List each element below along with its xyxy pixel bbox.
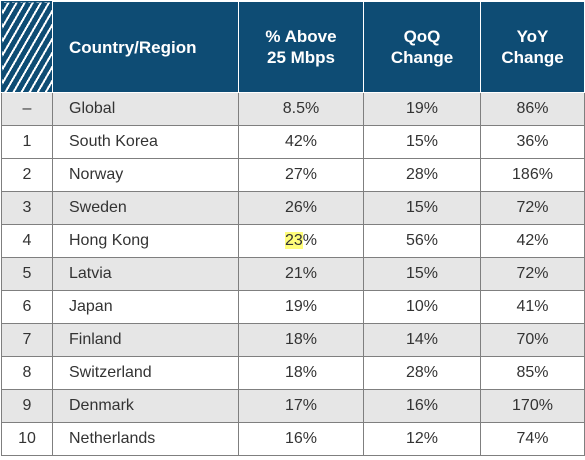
pct-above-value: 27%	[284, 166, 318, 183]
pct-above-value: %	[302, 232, 318, 249]
qoq-cell: 16%	[363, 389, 481, 423]
pct-above-cell: 27%	[238, 158, 364, 192]
yoy-header-line-1: YoY	[516, 27, 549, 46]
table-row: 4 Hong Kong 23% 56% 42%	[1, 224, 585, 258]
yoy-cell: 72%	[480, 191, 585, 225]
pct-above-cell: 18%	[238, 356, 364, 390]
yoy-cell: 170%	[480, 389, 585, 423]
rank-cell: 8	[1, 356, 53, 390]
table-row: – Global 8.5% 19% 86%	[1, 92, 585, 126]
pct-above-value: 8.5%	[282, 100, 320, 117]
pct-above-cell: 17%	[238, 389, 364, 423]
rank-cell: 3	[1, 191, 53, 225]
qoq-cell: 10%	[363, 290, 481, 324]
country-cell: Denmark	[52, 389, 239, 423]
table-row: 10 Netherlands 16% 12% 74%	[1, 422, 585, 456]
country-cell: Global	[52, 92, 239, 126]
table-row: 2 Norway 27% 28% 186%	[1, 158, 585, 192]
hatched-corner-cell	[1, 1, 53, 93]
table-row: 5 Latvia 21% 15% 72%	[1, 257, 585, 291]
yoy-cell: 85%	[480, 356, 585, 390]
pct-above-cell: 16%	[238, 422, 364, 456]
pct-above-value: 18%	[284, 364, 318, 381]
rank-cell: 6	[1, 290, 53, 324]
qoq-cell: 12%	[363, 422, 481, 456]
qoq-cell: 28%	[363, 158, 481, 192]
country-cell: Finland	[52, 323, 239, 357]
table-row: 1 South Korea 42% 15% 36%	[1, 125, 585, 159]
qoq-cell: 56%	[363, 224, 481, 258]
pct-header-line-1: % Above	[265, 27, 337, 46]
country-cell: South Korea	[52, 125, 239, 159]
pct-above-cell: 19%	[238, 290, 364, 324]
yoy-cell: 74%	[480, 422, 585, 456]
rank-cell: 4	[1, 224, 53, 258]
yoy-cell: 86%	[480, 92, 585, 126]
pct-above-value: 18%	[284, 331, 318, 348]
pct-above-value: 26%	[284, 199, 318, 216]
rank-cell: 2	[1, 158, 53, 192]
country-region-header: Country/Region	[52, 1, 239, 93]
table-row: 7 Finland 18% 14% 70%	[1, 323, 585, 357]
pct-above-cell: 21%	[238, 257, 364, 291]
pct-above-value: 21%	[284, 265, 318, 282]
pct-above-cell: 18%	[238, 323, 364, 357]
qoq-cell: 19%	[363, 92, 481, 126]
table-row: 6 Japan 19% 10% 41%	[1, 290, 585, 324]
country-cell: Sweden	[52, 191, 239, 225]
country-cell: Switzerland	[52, 356, 239, 390]
qoq-change-header: QoQ Change	[363, 1, 481, 93]
rank-cell: 7	[1, 323, 53, 357]
yoy-cell: 72%	[480, 257, 585, 291]
yoy-change-header: YoY Change	[480, 1, 585, 93]
table-row: 9 Denmark 17% 16% 170%	[1, 389, 585, 423]
country-region-header-label: Country/Region	[69, 37, 197, 57]
pct-above-25mbps-header: % Above 25 Mbps	[238, 1, 364, 93]
qoq-header-line-1: QoQ	[403, 27, 441, 46]
pct-above-cell: 42%	[238, 125, 364, 159]
pct-above-cell: 8.5%	[238, 92, 364, 126]
yoy-cell: 42%	[480, 224, 585, 258]
rank-cell: –	[1, 92, 53, 126]
pct-above-cell: 23%	[238, 224, 364, 258]
pct-above-value: 17%	[284, 397, 318, 414]
country-cell: Hong Kong	[52, 224, 239, 258]
qoq-cell: 14%	[363, 323, 481, 357]
yoy-cell: 41%	[480, 290, 585, 324]
pct-above-value: 16%	[284, 430, 318, 447]
pct-above-value: 19%	[284, 298, 318, 315]
yoy-cell: 36%	[480, 125, 585, 159]
table-body: – Global 8.5% 19% 86% 1 South Korea 42% …	[1, 92, 585, 456]
qoq-cell: 15%	[363, 125, 481, 159]
qoq-cell: 15%	[363, 191, 481, 225]
header-row: Country/Region % Above 25 Mbps QoQ Chang…	[1, 1, 585, 93]
country-cell: Norway	[52, 158, 239, 192]
rank-cell: 9	[1, 389, 53, 423]
qoq-header-line-2: Change	[390, 48, 454, 67]
rank-cell: 10	[1, 422, 53, 456]
qoq-cell: 15%	[363, 257, 481, 291]
table-row: 3 Sweden 26% 15% 72%	[1, 191, 585, 225]
table-header: Country/Region % Above 25 Mbps QoQ Chang…	[1, 1, 585, 93]
qoq-cell: 28%	[363, 356, 481, 390]
yoy-cell: 186%	[480, 158, 585, 192]
yoy-header-line-2: Change	[501, 48, 564, 67]
country-cell: Japan	[52, 290, 239, 324]
pct-above-value: 42%	[284, 133, 318, 150]
table-row: 8 Switzerland 18% 28% 85%	[1, 356, 585, 390]
country-cell: Netherlands	[52, 422, 239, 456]
pct-header-line-2: 25 Mbps	[266, 48, 336, 67]
highlighted-text: 23	[284, 232, 303, 249]
country-cell: Latvia	[52, 257, 239, 291]
rank-cell: 5	[1, 257, 53, 291]
pct-above-cell: 26%	[238, 191, 364, 225]
rank-cell: 1	[1, 125, 53, 159]
yoy-cell: 70%	[480, 323, 585, 357]
